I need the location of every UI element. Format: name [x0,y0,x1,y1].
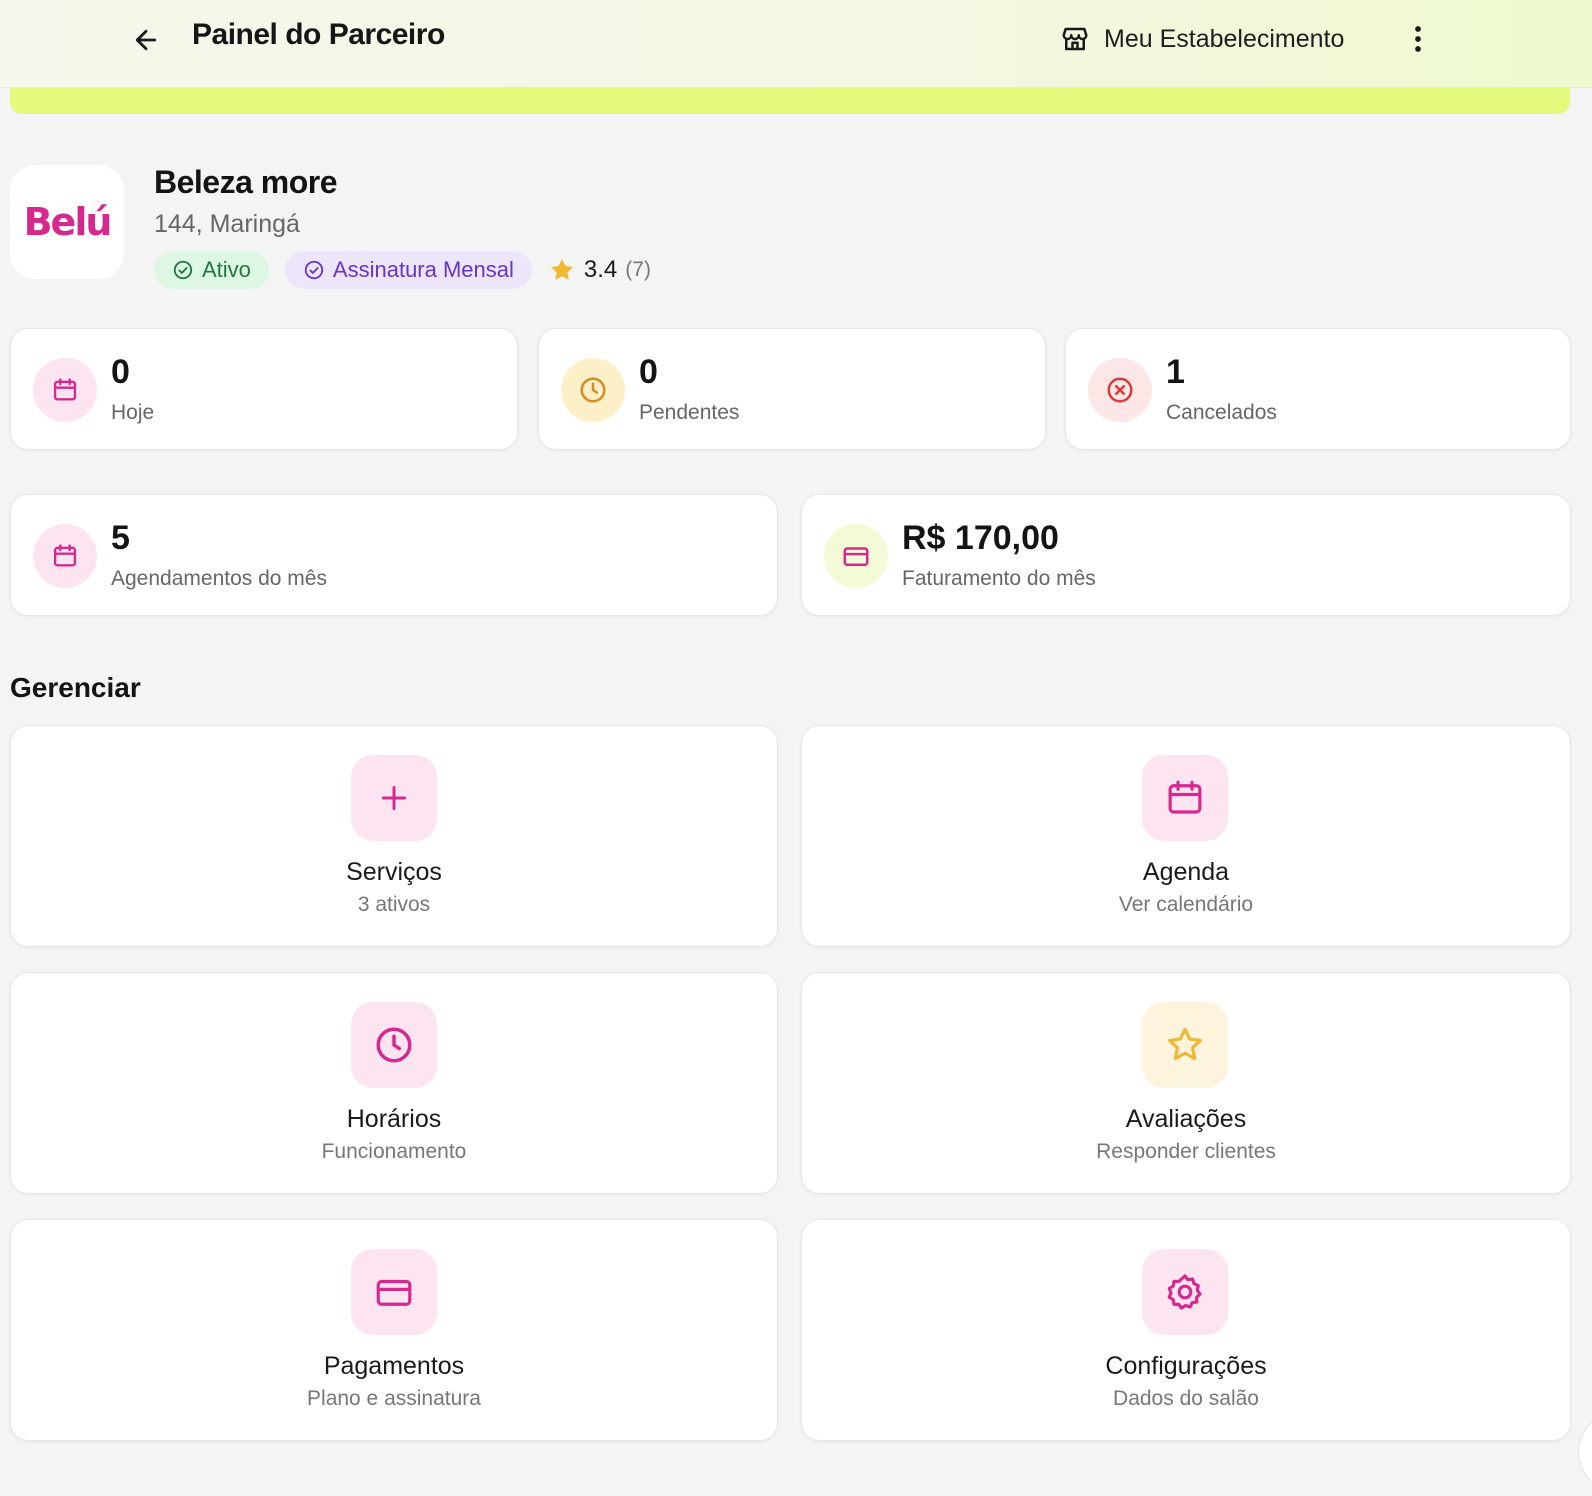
logo-text: Belú [23,200,113,244]
stat-value: R$ 170,00 [902,519,1059,557]
status-badge: Ativo [154,251,269,289]
stat-label: Faturamento do mês [902,567,1096,590]
stat-label: Pendentes [639,401,740,424]
arrow-left-icon [135,29,157,51]
tile-subtitle: Plano e assinatura [307,1387,481,1410]
stat-label: Hoje [111,401,155,424]
check-circle-icon [304,260,324,280]
tile-payments[interactable]: Pagamentos Plano e assinatura [10,1219,778,1441]
establishment-logo: Belú [10,165,124,279]
tile-hours[interactable]: Horários Funcionamento [10,972,778,1194]
rating-value: 3.4 [583,256,618,283]
more-options-button[interactable] [1400,18,1436,60]
calendar-icon [1142,755,1228,841]
tile-title: Avaliações [1125,1105,1247,1133]
establishment-address: 144, Maringá [154,210,300,238]
gear-icon [1142,1249,1228,1335]
section-title-manage: Gerenciar [10,672,141,703]
tile-subtitle: Dados do salão [1113,1387,1259,1410]
stat-label: Agendamentos do mês [111,567,327,590]
plan-badge: Assinatura Mensal [284,251,532,289]
tile-reviews[interactable]: Avaliações Responder clientes [801,972,1571,1194]
stat-card-monthly-revenue: R$ 170,00 Faturamento do mês [801,494,1571,616]
floating-action-button[interactable] [1578,1412,1592,1492]
stat-value: 5 [111,519,130,557]
star-filled-icon [550,258,573,280]
tile-subtitle: Responder clientes [1096,1140,1276,1163]
tile-services[interactable]: Serviços 3 ativos [10,725,778,947]
stat-card-today: 0 Hoje [10,328,518,450]
my-establishment-button[interactable]: Meu Estabelecimento [1060,18,1344,60]
stat-card-pending: 0 Pendentes [538,328,1046,450]
stat-value: 1 [1166,353,1185,391]
stat-label: Cancelados [1166,401,1277,424]
calendar-icon [33,358,97,422]
rating-count: (7) [625,258,651,281]
status-badges: Ativo Assinatura Mensal 3.4 (7) [154,251,651,289]
stat-value: 0 [639,353,658,391]
plan-badge-label: Assinatura Mensal [332,257,514,282]
tile-agenda[interactable]: Agenda Ver calendário [801,725,1571,947]
stat-card-cancelled: 1 Cancelados [1065,328,1571,450]
plus-icon [351,755,437,841]
establishment-name: Beleza more [154,164,338,200]
x-circle-icon [1088,358,1152,422]
tile-title: Configurações [1105,1352,1267,1380]
calendar-icon [33,524,97,588]
credit-card-icon [824,524,888,588]
my-establishment-label: Meu Estabelecimento [1104,24,1345,53]
tile-subtitle: 3 ativos [357,893,431,916]
store-icon [1062,27,1088,51]
clock-icon [351,1002,437,1088]
stat-card-monthly-appointments: 5 Agendamentos do mês [10,494,778,616]
tile-subtitle: Ver calendário [1118,893,1254,916]
stat-value: 0 [111,353,130,391]
tile-title: Horários [346,1105,442,1133]
rating: 3.4 (7) [548,256,651,284]
more-vertical-icon [1415,26,1421,52]
tile-title: Serviços [346,858,442,886]
credit-card-icon [351,1249,437,1335]
clock-icon [561,358,625,422]
star-icon [1142,1002,1228,1088]
check-circle-icon [173,260,193,280]
top-app-bar: Painel do Parceiro Meu Estabelecimento [0,0,1592,88]
status-badge-label: Ativo [202,257,251,282]
tile-title: Agenda [1142,858,1230,886]
tile-title: Pagamentos [323,1352,465,1380]
page-title: Painel do Parceiro [192,18,445,51]
back-button[interactable] [126,20,166,60]
tile-subtitle: Funcionamento [321,1140,467,1163]
tile-settings[interactable]: Configurações Dados do salão [801,1219,1571,1441]
